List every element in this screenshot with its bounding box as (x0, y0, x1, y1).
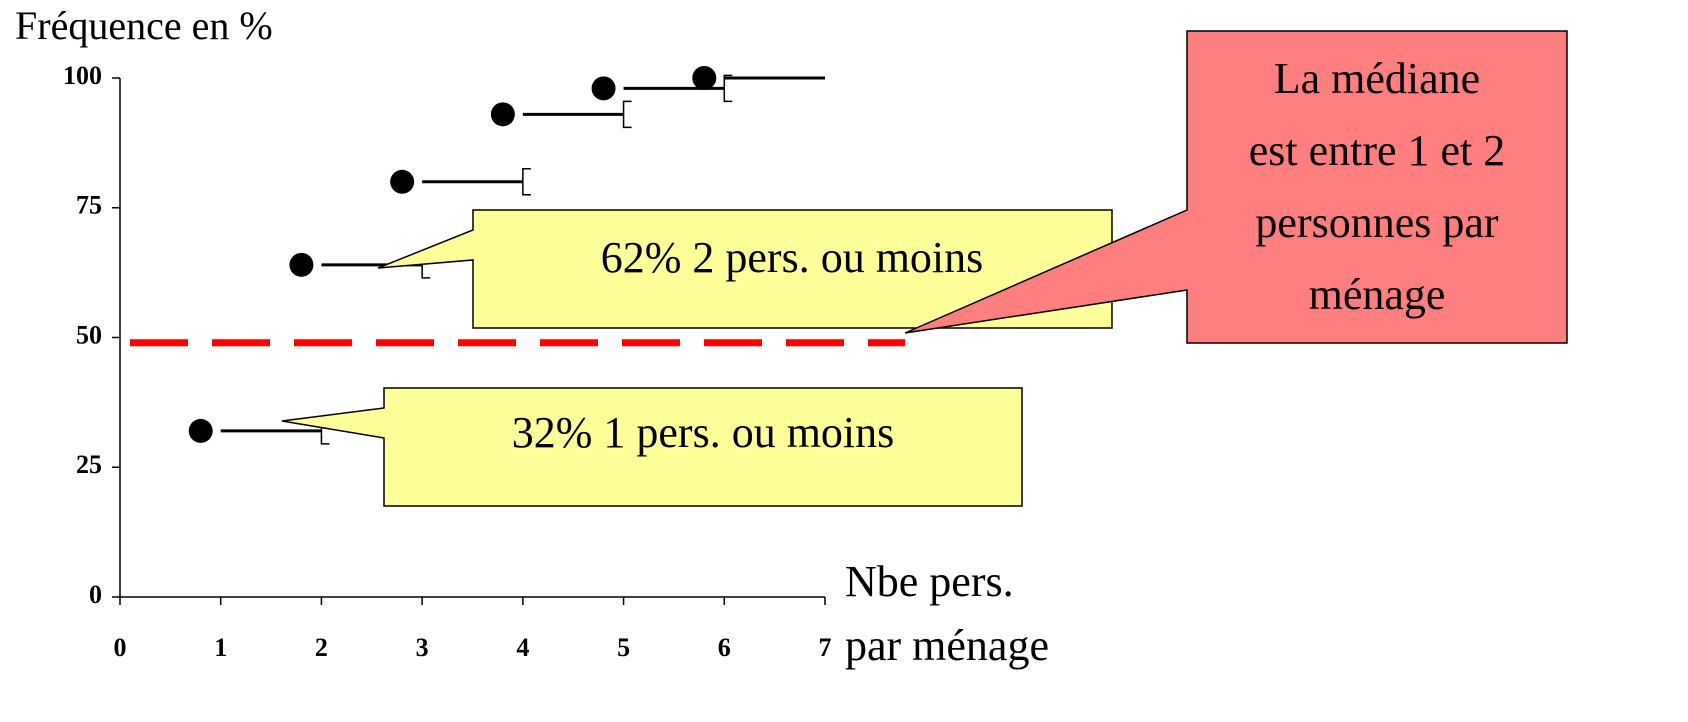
step-dot (390, 169, 415, 194)
step-dot (490, 102, 515, 127)
chart-title: Fréquence en % (15, 3, 273, 48)
open-bracket (522, 168, 531, 196)
y-tick-label: 0 (89, 580, 102, 609)
step-dot (591, 76, 616, 101)
x-tick-label: 3 (416, 633, 429, 662)
callouts: 32% 1 pers. ou moins 62% 2 pers. ou moin… (281, 30, 1568, 507)
callout-text: 32% 1 pers. ou moins (512, 408, 895, 457)
callout-box (281, 387, 1023, 507)
x-tick-label: 4 (516, 633, 529, 662)
x-tick-label: 5 (617, 633, 630, 662)
y-tick-label: 50 (76, 320, 102, 349)
x-tick-label: 6 (718, 633, 731, 662)
y-tick-label: 25 (76, 450, 102, 479)
x-tick-label: 7 (819, 633, 832, 662)
open-bracket (622, 100, 632, 129)
plot: 0 25 50 75 100 0 1 2 3 4 5 6 7 (63, 61, 905, 662)
x-axis-label: par ménage (845, 621, 1049, 670)
step-dot (289, 252, 314, 277)
callout-text: personnes par (1255, 198, 1498, 247)
step-dot (188, 418, 213, 443)
x-tick-label: 0 (114, 633, 127, 662)
callout-box (904, 30, 1568, 344)
open-bracket (723, 74, 733, 103)
x-tick-label: 2 (315, 633, 328, 662)
callout-text: est entre 1 et 2 (1249, 126, 1506, 175)
x-axis-label: Nbe pers. (845, 557, 1014, 606)
x-tick-label: 1 (214, 633, 227, 662)
y-tick-label: 75 (76, 191, 102, 220)
callout-box (377, 209, 1113, 329)
y-tick-label: 100 (63, 61, 102, 90)
step-dot (692, 66, 717, 90)
callout-text: ménage (1309, 270, 1446, 319)
callout-text: 62% 2 pers. ou moins (601, 233, 984, 282)
callout-text: La médiane (1274, 54, 1480, 103)
